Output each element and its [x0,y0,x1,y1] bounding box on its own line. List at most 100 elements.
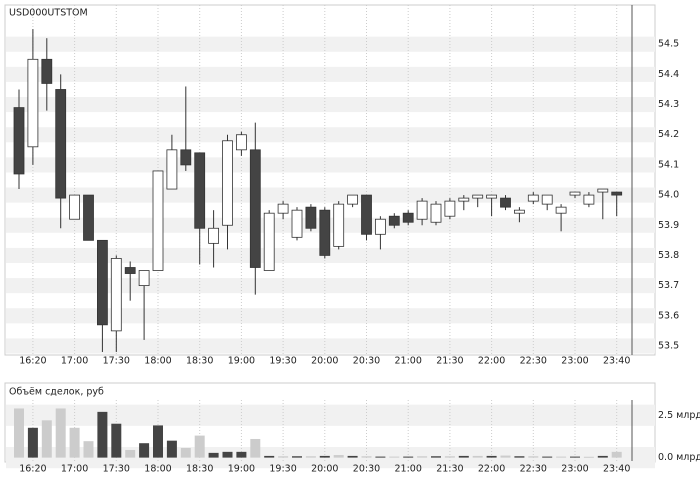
volume-bar [83,441,94,458]
candle-body [124,267,136,274]
x-tick-label: 21:30 [436,464,463,475]
volume-bar [250,438,261,458]
grid-band [6,308,655,324]
volume-bar [500,455,511,458]
candle-body [166,149,178,190]
candle-body [69,194,80,220]
volume-bar [528,456,539,458]
volume-bar [472,455,483,458]
y-tick-label: 54.1 [658,159,679,170]
x-tick-label: 16:20 [19,464,46,475]
volume-bar [180,447,191,458]
x-tick-label: 22:30 [520,356,547,367]
y-tick-label: 54.2 [658,129,679,140]
candle-body [222,140,233,226]
y-tick-label: 53.5 [658,340,679,351]
candle-body [597,188,609,193]
volume-bar [542,456,553,458]
x-tick-label: 22:30 [520,464,547,475]
x-tick-label: 21:00 [395,464,422,475]
x-tick-label: 17:30 [103,464,130,475]
volume-bar [292,456,302,458]
grid-band [6,97,655,113]
candle-body [486,194,498,199]
y-tick-label: 53.7 [658,280,679,291]
x-tick-label: 16:20 [19,356,46,367]
candle-body [458,197,470,202]
candle-body [347,194,359,205]
y-tick-label: 53.9 [658,220,679,231]
price-frame [4,4,656,356]
candle-body [194,152,206,229]
grid-band [6,247,655,263]
candle-body [110,258,122,332]
candle-body [500,197,511,208]
candle-body [180,149,192,166]
x-tick-label: 18:00 [144,356,171,367]
candle-body [333,203,345,247]
x-tick-label: 23:40 [603,464,630,475]
x-tick-label: 18:30 [186,464,213,475]
volume-bar [431,456,441,458]
x-tick-label: 19:00 [228,464,255,475]
candle-body [388,215,400,226]
x-tick-label: 21:30 [436,356,463,367]
candle-body [611,191,623,196]
grid-band [6,127,655,143]
grid-band [6,66,655,82]
candle-body [416,200,428,220]
candle-body [527,194,539,202]
x-tick-label: 20:30 [353,356,380,367]
volume-bar [111,423,122,458]
x-tick-label: 22:00 [478,464,505,475]
grid-band [6,187,655,203]
y-tick-label: 54.5 [658,39,679,50]
candle-body [430,203,442,223]
volume-bar [41,420,52,458]
x-tick-label: 21:00 [395,356,422,367]
volume-bar [153,425,163,458]
candle-body [374,218,386,235]
volume-bar [570,456,580,458]
volume-bar [347,455,358,458]
volume-bar [97,411,108,458]
candle-body [583,194,595,205]
candle-body [305,206,317,229]
candle-body [319,209,331,256]
candle-body [27,58,39,148]
x-tick-label: 20:00 [311,464,338,475]
candle-body [402,212,414,223]
x-tick-label: 17:00 [61,356,88,367]
volume-bar [236,451,247,458]
y-tick-label: 53.6 [658,310,679,321]
volume-bar [208,452,219,458]
volume-bar [69,427,80,458]
volume-bar [389,456,400,458]
volume-bar [611,451,622,458]
candle-body [83,194,94,241]
grid-band [6,404,655,426]
x-tick-label: 17:30 [103,356,130,367]
volume-bar [375,456,386,458]
grid-band [6,278,655,294]
volume-bar [361,456,372,458]
x-tick-label: 22:00 [478,356,505,367]
x-tick-label: 19:30 [269,464,296,475]
volume-bar [55,408,66,458]
grid-band [6,157,655,173]
volume-bar [444,456,455,458]
volume-bar [597,455,608,458]
volume-bar [333,455,344,458]
candle-body [97,239,108,326]
x-tick-label: 18:00 [144,464,171,475]
candle-body [291,209,303,238]
candle-body [235,134,247,151]
x-tick-label: 17:00 [61,464,88,475]
grid-band [6,36,655,52]
volume-bar [194,435,205,458]
volume-bar [417,456,428,458]
x-tick-label: 23:00 [561,464,588,475]
price-title: USD000UTSTOM [9,8,88,19]
volume-bar [486,455,497,458]
